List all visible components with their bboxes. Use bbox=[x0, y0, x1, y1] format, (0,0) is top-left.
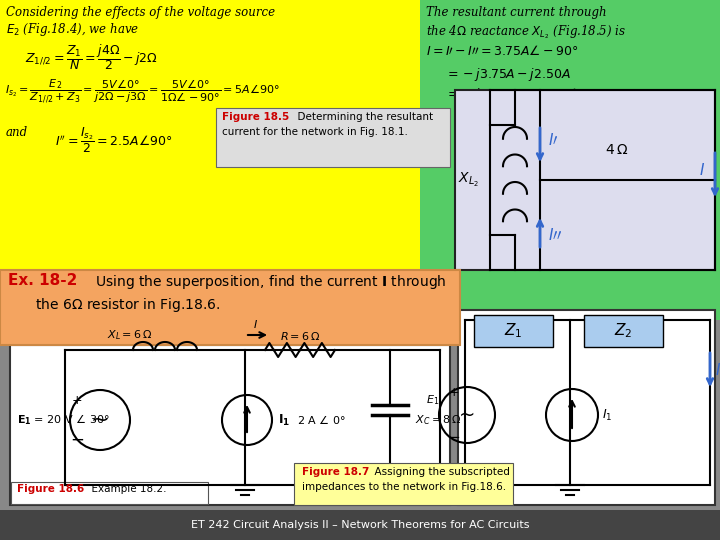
FancyBboxPatch shape bbox=[458, 310, 715, 505]
Text: current for the network in Fig. 18.1.: current for the network in Fig. 18.1. bbox=[222, 127, 408, 137]
Text: Determining the resultant: Determining the resultant bbox=[291, 112, 433, 122]
Text: $Z_{1//2} = \dfrac{Z_1}{N} = \dfrac{j4\Omega}{2} - j2\Omega$: $Z_{1//2} = \dfrac{Z_1}{N} = \dfrac{j4\O… bbox=[25, 42, 158, 72]
Text: $I\prime$: $I\prime$ bbox=[548, 132, 559, 148]
Text: $I = I\prime - I\prime\prime = 3.75A\angle -90°$: $I = I\prime - I\prime\prime = 3.75A\ang… bbox=[426, 44, 578, 58]
Text: $X_C = 8\,\Omega$: $X_C = 8\,\Omega$ bbox=[415, 413, 462, 427]
Text: $4\,\Omega$: $4\,\Omega$ bbox=[605, 143, 629, 157]
Text: The resultant current through: The resultant current through bbox=[426, 6, 607, 19]
Text: ET 242 Circuit Analysis II – Network Theorems for AC Circuits: ET 242 Circuit Analysis II – Network The… bbox=[191, 520, 529, 530]
FancyBboxPatch shape bbox=[420, 0, 720, 320]
Text: impedances to the network in Fig.18.6.: impedances to the network in Fig.18.6. bbox=[302, 482, 506, 492]
Text: $X_{L_2}$: $X_{L_2}$ bbox=[458, 171, 479, 189]
Text: 2 A $\angle$ 0°: 2 A $\angle$ 0° bbox=[290, 414, 346, 427]
Text: I: I bbox=[253, 320, 256, 330]
Text: +: + bbox=[72, 394, 82, 407]
Text: $\mathbf{E_1}$ = 20 V $\angle$ 30°: $\mathbf{E_1}$ = 20 V $\angle$ 30° bbox=[17, 413, 110, 427]
FancyBboxPatch shape bbox=[294, 463, 513, 505]
Text: $= -j6.25A = 6.25A\angle -90°$: $= -j6.25A = 6.25A\angle -90°$ bbox=[445, 86, 616, 103]
FancyBboxPatch shape bbox=[455, 90, 715, 270]
Text: ~: ~ bbox=[459, 406, 475, 424]
Text: Ex. 18-2: Ex. 18-2 bbox=[8, 273, 77, 288]
Text: Assigning the subscripted: Assigning the subscripted bbox=[368, 467, 510, 477]
FancyBboxPatch shape bbox=[0, 0, 420, 280]
Text: −: − bbox=[70, 431, 84, 449]
Text: $I$: $I$ bbox=[699, 162, 705, 178]
FancyBboxPatch shape bbox=[584, 315, 663, 347]
FancyBboxPatch shape bbox=[0, 510, 720, 540]
Text: the 4$\Omega$ reactance $X_{L_2}$ (Fig.18.5) is: the 4$\Omega$ reactance $X_{L_2}$ (Fig.1… bbox=[426, 23, 626, 40]
Text: Using the superposition, find the current $\mathbf{I}$ through: Using the superposition, find the curren… bbox=[95, 273, 446, 291]
Text: Figure 18.5: Figure 18.5 bbox=[222, 112, 289, 122]
Text: $I_1$: $I_1$ bbox=[602, 408, 613, 422]
Text: $\mathbf{I_1}$: $\mathbf{I_1}$ bbox=[278, 413, 290, 428]
Text: ~: ~ bbox=[91, 410, 109, 430]
FancyBboxPatch shape bbox=[10, 345, 450, 505]
Text: Figure 18.6: Figure 18.6 bbox=[17, 484, 84, 494]
FancyBboxPatch shape bbox=[0, 270, 460, 345]
Text: −: − bbox=[448, 429, 460, 444]
Text: Considering the effects of the voltage source: Considering the effects of the voltage s… bbox=[6, 6, 275, 19]
FancyBboxPatch shape bbox=[474, 315, 553, 347]
Text: $Z_1$: $Z_1$ bbox=[504, 322, 522, 340]
Text: $I\prime\prime$: $I\prime\prime$ bbox=[548, 227, 563, 243]
FancyBboxPatch shape bbox=[216, 108, 450, 167]
Text: $I_{s_2} = \dfrac{E_2}{Z_{1//2}+Z_3} = \dfrac{5V\angle0°}{j2\Omega - j3\Omega} =: $I_{s_2} = \dfrac{E_2}{Z_{1//2}+Z_3} = \… bbox=[5, 78, 279, 105]
Text: and: and bbox=[6, 126, 28, 139]
Text: $Z_2$: $Z_2$ bbox=[613, 322, 632, 340]
Text: $E_2$ (Fig.18.4), we have: $E_2$ (Fig.18.4), we have bbox=[6, 21, 139, 38]
Text: Example 18.2.: Example 18.2. bbox=[85, 484, 166, 494]
Text: Figure 18.7: Figure 18.7 bbox=[302, 467, 369, 477]
Text: $X_L = 6\,\Omega$: $X_L = 6\,\Omega$ bbox=[107, 328, 153, 342]
Text: $I'' = \dfrac{I_{s_2}}{2} = 2.5A\angle90°$: $I'' = \dfrac{I_{s_2}}{2} = 2.5A\angle90… bbox=[55, 126, 172, 156]
Text: $R = 6\,\Omega$: $R = 6\,\Omega$ bbox=[280, 330, 320, 342]
Text: $E_1$: $E_1$ bbox=[426, 393, 439, 407]
Text: $I$: $I$ bbox=[715, 362, 720, 378]
Text: $= -j3.75A - j2.50A$: $= -j3.75A - j2.50A$ bbox=[445, 66, 571, 83]
FancyBboxPatch shape bbox=[11, 482, 208, 504]
Text: the 6$\Omega$ resistor in Fig.18.6.: the 6$\Omega$ resistor in Fig.18.6. bbox=[35, 296, 220, 314]
Text: +: + bbox=[449, 387, 459, 400]
